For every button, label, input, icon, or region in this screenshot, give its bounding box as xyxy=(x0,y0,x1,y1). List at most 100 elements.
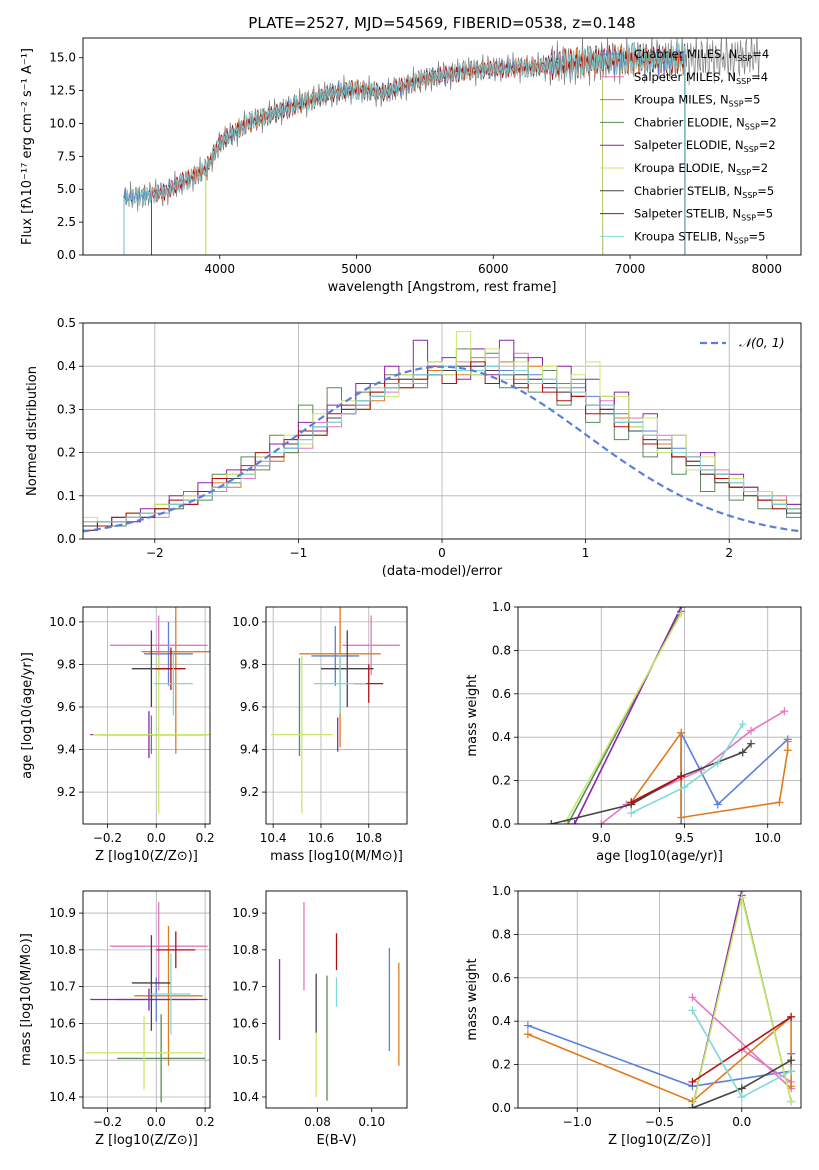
x-tick-label: 7000 xyxy=(615,262,646,276)
plus-marker xyxy=(688,993,697,1002)
legend-label: Chabrier ELODIE, NSSP=2 xyxy=(634,115,777,131)
y-tick-label: 10.0 xyxy=(49,116,76,130)
mass-weight-line xyxy=(563,613,682,824)
x-tick-label: −1.0 xyxy=(563,1115,592,1129)
x-tick-label: 0.0 xyxy=(147,831,166,845)
axes-frame xyxy=(82,322,802,540)
spectrum-panel: 4000 5000 6000 7000 8000 0.0 2.5 5.0 7.5 10.0 12.5… xyxy=(20,37,802,295)
x-tick-label: 10.0 xyxy=(754,831,781,845)
plus-marker xyxy=(787,1067,796,1076)
y-tick-label: 0.0 xyxy=(492,817,511,831)
x-tick-label: 2 xyxy=(725,546,733,560)
x-tick-label: 10.6 xyxy=(308,831,335,845)
y-tick-label: 10.5 xyxy=(49,1053,76,1067)
x-axis-label: wavelength [Angstrom, rest frame] xyxy=(328,280,557,295)
plus-marker xyxy=(627,809,636,818)
x-axis-label: E(B-V) xyxy=(316,1133,356,1148)
plus-marker xyxy=(787,1082,796,1091)
y-tick-label: 0.0 xyxy=(57,248,76,262)
mass-weight-line xyxy=(630,723,744,814)
y-tick-label: 0.8 xyxy=(492,927,511,941)
y-tick-label: 0.2 xyxy=(57,446,76,460)
y-tick-label: 10.6 xyxy=(232,1016,259,1030)
mass-vs-metallicity-panel: −0.2 0.0 0.2 10.4 10.5 10.6 10.7 10.8 10.9 Z [log… xyxy=(19,890,215,1148)
x-tick-label: 0.0 xyxy=(147,1115,166,1129)
model-spectrum-line xyxy=(123,42,686,255)
y-tick-label: 0.5 xyxy=(57,316,76,330)
axes-frame xyxy=(517,890,802,1109)
plus-marker xyxy=(688,1077,697,1086)
y-axis-label: Normed distribution xyxy=(25,366,40,496)
plus-marker xyxy=(688,1006,697,1015)
plot-area xyxy=(547,607,792,824)
plus-marker xyxy=(775,798,784,807)
y-tick-label: 0.4 xyxy=(492,1014,511,1028)
plot-area xyxy=(123,38,761,255)
y-tick-label: 0.2 xyxy=(492,1058,511,1072)
y-tick-label: 10.6 xyxy=(49,1016,76,1030)
plus-marker xyxy=(547,820,556,824)
plot-area xyxy=(90,607,210,814)
y-tick-label: 10.8 xyxy=(49,943,76,957)
y-tick-label: 10.0 xyxy=(49,615,76,629)
y-tick-label: 9.2 xyxy=(57,785,76,799)
residual-histogram-panel: −2 −1 0 1 2 0.0 0.1 0.2 0.3 0.4 0.5 (data-model)/er… xyxy=(25,316,802,579)
y-tick-label: 0.8 xyxy=(492,643,511,657)
plot-area xyxy=(85,902,208,1103)
mass-weight-line xyxy=(527,1015,792,1103)
y-tick-label: 9.6 xyxy=(57,700,76,714)
legend-label: Chabrier STELIB, NSSP=5 xyxy=(634,184,774,200)
plus-marker xyxy=(688,1104,697,1108)
x-tick-label: 10.8 xyxy=(355,831,382,845)
y-tick-label: 1.0 xyxy=(492,600,511,614)
figure-title: PLATE=2527, MJD=54569, FIBERID=0538, z=0… xyxy=(248,14,635,32)
y-tick-label: 7.5 xyxy=(57,149,76,163)
y-tick-label: 10.9 xyxy=(49,906,76,920)
mass-vs-extinction-panel: 0.08 0.10 10.4 10.5 10.6 10.7 10.8 10.9 E(B-V) xyxy=(232,890,408,1148)
plus-marker xyxy=(713,759,722,768)
axes-frame xyxy=(517,606,802,825)
legend-label: Salpeter ELODIE, NSSP=2 xyxy=(634,138,776,154)
plus-marker xyxy=(597,820,606,824)
y-tick-label: 10.4 xyxy=(49,1090,76,1104)
y-tick-label: 0.0 xyxy=(57,532,76,546)
y-tick-label: 0.4 xyxy=(492,730,511,744)
mass-weight-line xyxy=(573,607,682,824)
y-tick-label: 0.2 xyxy=(492,774,511,788)
axes-frame xyxy=(82,37,802,256)
y-axis-label: mass weight xyxy=(465,674,480,756)
x-tick-label: 0.0 xyxy=(732,1115,751,1129)
x-tick-label: 4000 xyxy=(204,262,235,276)
plus-marker xyxy=(783,737,792,746)
plus-marker xyxy=(737,1084,746,1093)
mass-weight-vs-age-panel: 9.0 9.5 10.0 0.0 0.2 0.4 0.6 0.8 1.0 age [log10(a… xyxy=(465,600,802,864)
x-axis-label: age [log10(age/yr)] xyxy=(596,849,723,864)
plot-area xyxy=(278,902,400,1101)
legend-label: Salpeter MILES, NSSP=4 xyxy=(634,70,768,86)
y-tick-label: 9.8 xyxy=(57,657,76,671)
x-tick-label: 1 xyxy=(582,546,590,560)
legend-label: 𝒩(0, 1) xyxy=(739,335,785,350)
y-tick-label: 9.8 xyxy=(240,657,259,671)
y-tick-label: 0.3 xyxy=(57,402,76,416)
y-tick-label: 10.8 xyxy=(232,943,259,957)
y-tick-label: 10.9 xyxy=(232,906,259,920)
legend-label: Kroupa MILES, NSSP=5 xyxy=(634,93,760,109)
x-tick-label: 10.4 xyxy=(260,831,287,845)
x-tick-label: 0.10 xyxy=(358,1115,385,1129)
y-tick-label: 0.0 xyxy=(492,1101,511,1115)
plus-marker xyxy=(737,893,746,902)
y-tick-label: 10.7 xyxy=(232,980,259,994)
y-tick-label: 0.6 xyxy=(492,971,511,985)
plus-marker xyxy=(780,707,789,716)
y-tick-label: 9.6 xyxy=(240,700,259,714)
y-tick-label: 9.4 xyxy=(240,743,259,757)
y-tick-label: 0.6 xyxy=(492,687,511,701)
plus-marker xyxy=(627,798,636,807)
x-tick-label: −0.2 xyxy=(93,831,122,845)
y-tick-label: 10.5 xyxy=(232,1053,259,1067)
y-tick-label: 9.2 xyxy=(240,785,259,799)
x-axis-label: Z [log10(Z/Z⊙)] xyxy=(608,1133,711,1148)
plot-area xyxy=(83,331,801,539)
axes-frame xyxy=(82,606,211,825)
